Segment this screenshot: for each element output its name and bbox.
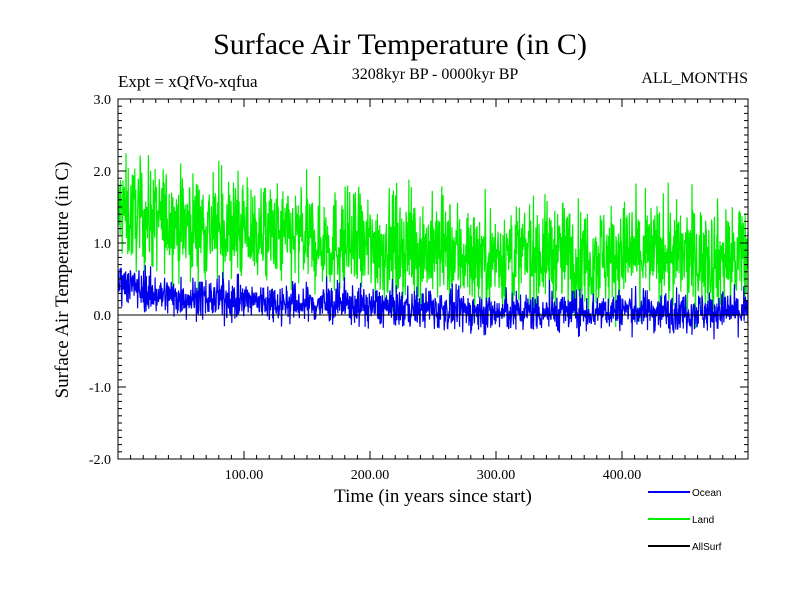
chart-title: Surface Air Temperature (in C) — [213, 28, 587, 61]
legend-label-land: Land — [692, 515, 714, 526]
legend-label-allsurf: AllSurf — [692, 542, 722, 553]
y-tick-label: -2.0 — [89, 453, 111, 468]
months-label: ALL_MONTHS — [641, 70, 748, 87]
y-tick-label: 2.0 — [94, 165, 112, 180]
series-ocean-line — [117, 264, 749, 340]
y-tick-label: 3.0 — [94, 93, 112, 108]
series-land-line — [117, 153, 749, 329]
x-axis-ticks: 100.00 200.00 300.00 400.00 — [130, 99, 736, 483]
series-layer — [117, 153, 749, 340]
x-axis-label: Time (in years since start) — [334, 486, 532, 507]
x-tick-label: 200.00 — [351, 468, 390, 483]
x-tick-label: 100.00 — [225, 468, 264, 483]
experiment-label: Expt = xQfVo-xqfua — [118, 72, 258, 91]
x-tick-label: 400.00 — [603, 468, 642, 483]
y-tick-label: 1.0 — [94, 237, 112, 252]
legend-label-ocean: Ocean — [692, 488, 721, 499]
y-axis-ticks: -2.0 -1.0 0.0 1.0 2.0 3.0 — [89, 93, 748, 468]
y-tick-label: -1.0 — [89, 381, 111, 396]
time-range-label: 3208kyr BP - 0000kyr BP — [351, 66, 519, 83]
x-tick-label: 300.00 — [477, 468, 516, 483]
y-tick-label: 0.0 — [94, 309, 112, 324]
legend: Ocean Land AllSurf — [648, 488, 722, 553]
